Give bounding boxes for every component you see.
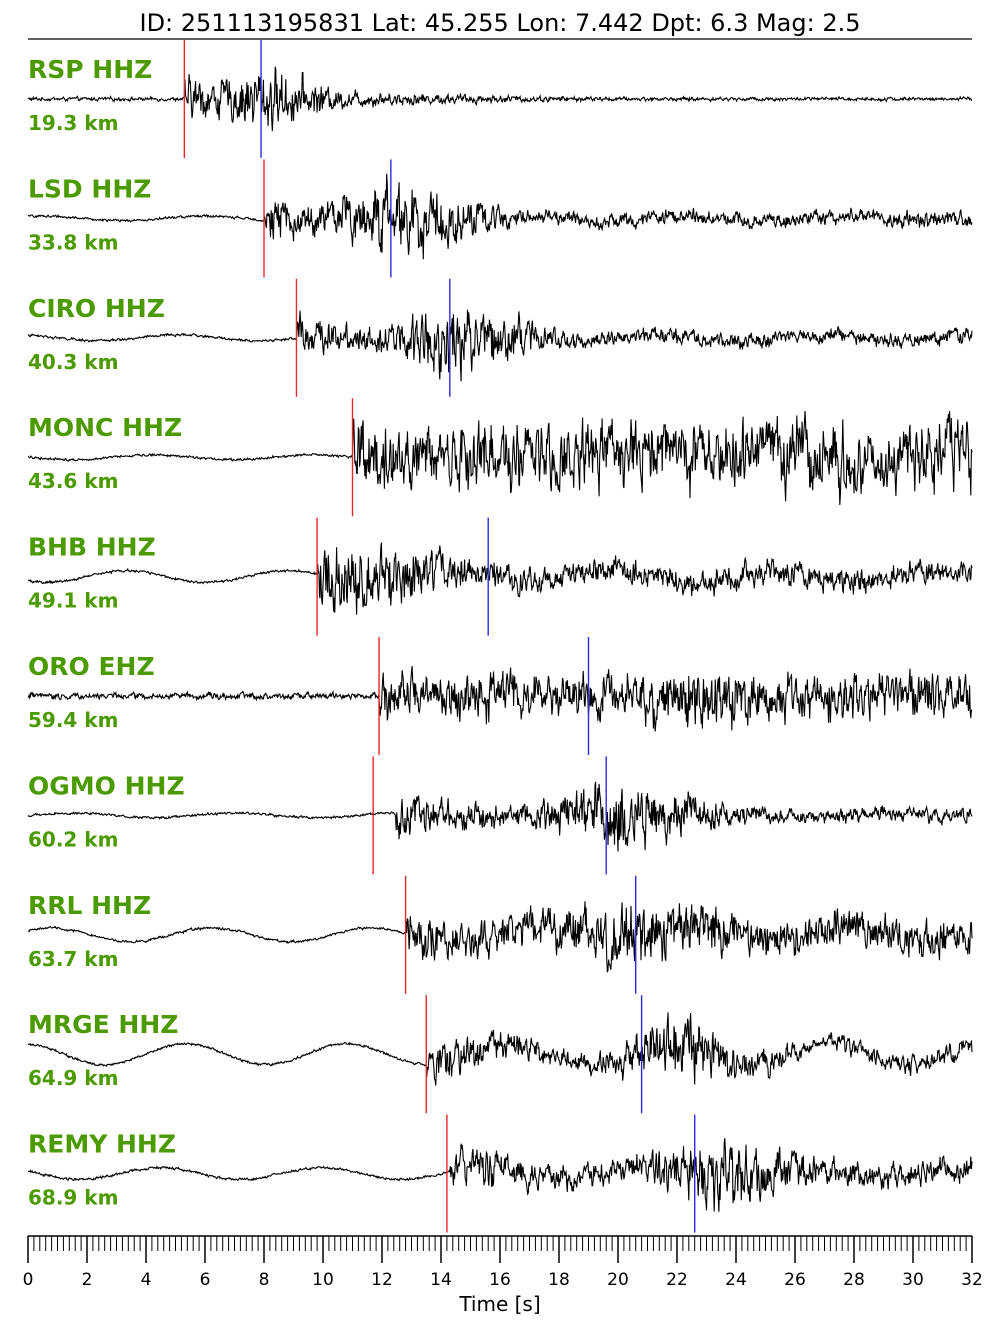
trace-row: BHB HHZ 49.1 km — [27, 517, 973, 636]
trace-row: OGMO HHZ 60.2 km — [27, 756, 973, 875]
distance-label: 40.3 km — [28, 350, 118, 374]
waveform-line — [27, 309, 973, 382]
x-tick-label: 10 — [312, 1270, 334, 1290]
x-axis-title: Time [s] — [458, 1292, 540, 1316]
x-tick-label: 32 — [961, 1270, 983, 1290]
x-tick-label: 4 — [141, 1270, 152, 1290]
waveform-line — [27, 542, 973, 615]
waveform-line — [28, 1138, 973, 1212]
trace-row: RRL HHZ 63.7 km — [27, 875, 973, 994]
x-tick-label: 2 — [82, 1270, 93, 1290]
x-tick-label: 8 — [259, 1270, 270, 1290]
x-axis: 0 2 4 6 8 10 12 14 16 18 20 22 24 26 28 30 32 Time [s] — [23, 1235, 983, 1316]
station-label: CIRO HHZ — [28, 294, 165, 323]
x-tick-label: 22 — [666, 1270, 688, 1290]
waveform-line — [27, 66, 973, 132]
station-label: MONC HHZ — [28, 413, 182, 442]
station-label: RRL HHZ — [28, 891, 151, 920]
x-tick-label: 16 — [489, 1270, 511, 1290]
station-label: MRGE HHZ — [28, 1010, 178, 1039]
trace-row: MRGE HHZ 64.9 km — [27, 995, 973, 1114]
x-tick-label: 24 — [725, 1270, 747, 1290]
x-tick-label: 0 — [23, 1270, 34, 1290]
x-tick-label: 14 — [430, 1270, 452, 1290]
station-label: OGMO HHZ — [28, 771, 185, 800]
trace-row: CIRO HHZ 40.3 km — [27, 278, 973, 397]
x-tick-label: 30 — [902, 1270, 924, 1290]
x-tick-label: 6 — [200, 1270, 211, 1290]
distance-label: 68.9 km — [28, 1186, 118, 1210]
waveform-line — [27, 1012, 973, 1086]
distance-label: 59.4 km — [28, 708, 118, 732]
distance-label: 43.6 km — [28, 469, 118, 493]
x-tick-label: 28 — [843, 1270, 865, 1290]
station-label: BHB HHZ — [28, 533, 156, 562]
distance-label: 33.8 km — [28, 230, 118, 254]
x-tick-label: 20 — [607, 1270, 629, 1290]
x-tick-label: 18 — [548, 1270, 570, 1290]
station-label: LSD HHZ — [28, 174, 151, 203]
waveform-line — [27, 410, 973, 506]
distance-label: 63.7 km — [28, 947, 118, 971]
distance-label: 64.9 km — [28, 1066, 118, 1090]
station-label: RSP HHZ — [28, 55, 152, 84]
traces-group: RSP HHZ 19.3 km LSD HHZ 33.8 km CIRO HHZ 40.3… — [27, 40, 973, 1233]
station-label: REMY HHZ — [28, 1130, 176, 1159]
trace-row: ORO EHZ 59.4 km — [27, 637, 973, 755]
trace-row: LSD HHZ 33.8 km — [27, 159, 973, 278]
x-tick-label: 26 — [784, 1270, 806, 1290]
distance-label: 49.1 km — [28, 589, 118, 613]
trace-row: MONC HHZ 43.6 km — [27, 398, 973, 517]
trace-row: RSP HHZ 19.3 km — [27, 40, 973, 158]
waveform-line — [27, 173, 973, 260]
x-ticks: 0 2 4 6 8 10 12 14 16 18 20 22 24 26 28 30 32 — [23, 1236, 983, 1290]
distance-label: 19.3 km — [28, 111, 118, 135]
station-label: ORO EHZ — [28, 652, 155, 681]
chart-title: ID: 251113195831 Lat: 45.255 Lon: 7.442 … — [139, 9, 860, 37]
trace-row: REMY HHZ 68.9 km — [28, 1114, 973, 1233]
waveform-line — [27, 781, 973, 852]
waveform-line — [27, 665, 973, 732]
distance-label: 60.2 km — [28, 827, 118, 851]
waveform-line — [27, 901, 973, 973]
x-tick-label: 12 — [371, 1270, 393, 1290]
